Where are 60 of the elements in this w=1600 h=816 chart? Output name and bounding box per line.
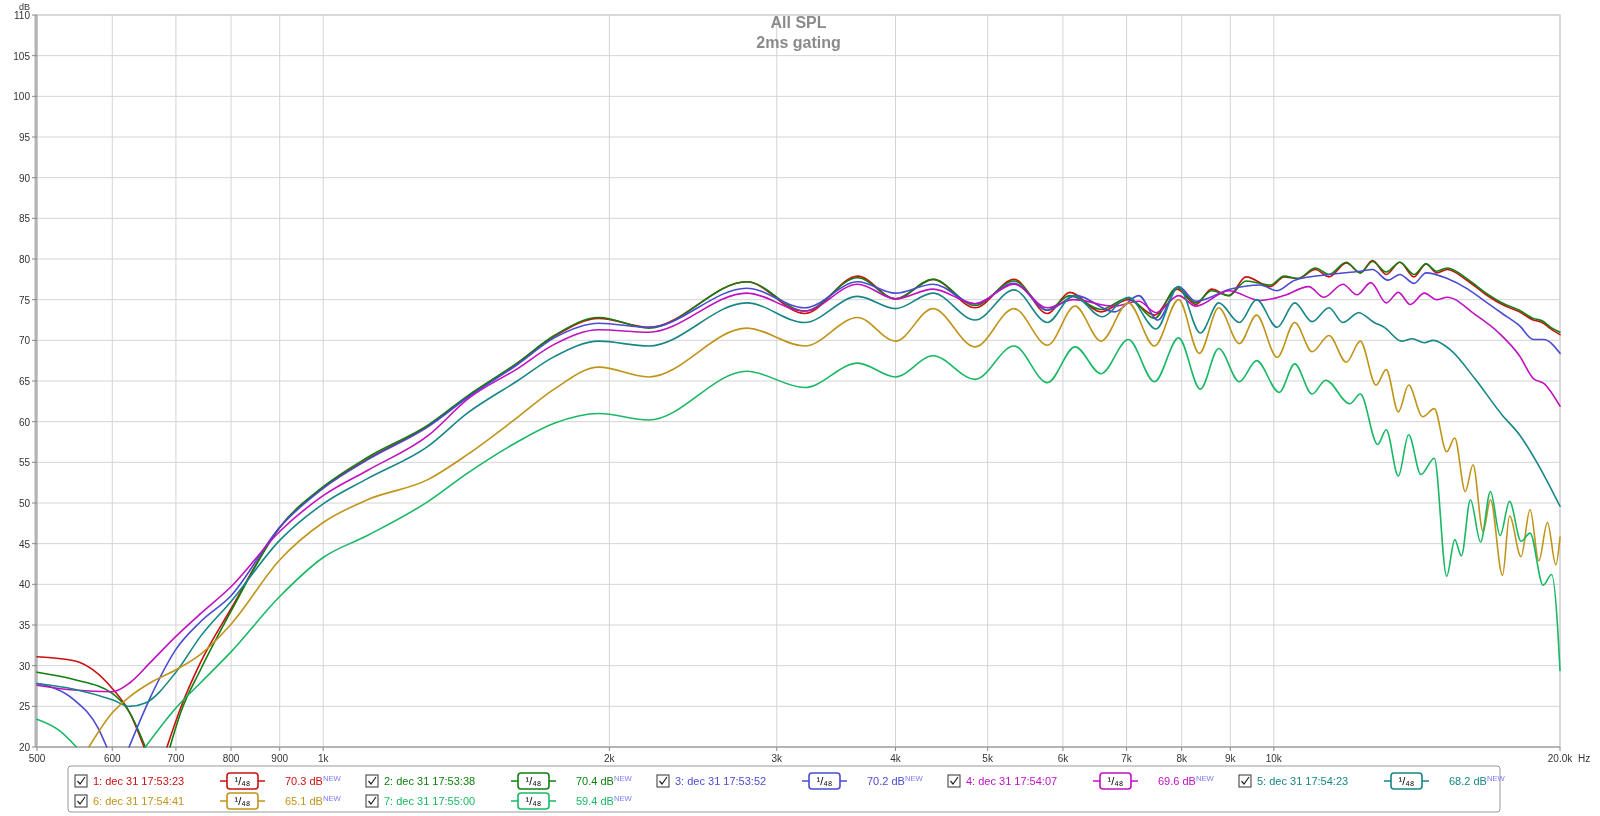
y-tick-label: 35 bbox=[18, 620, 31, 631]
x-tick-label: 5k bbox=[982, 753, 994, 764]
y-axis-title: dB bbox=[18, 2, 30, 12]
y-tick-label: 70 bbox=[18, 335, 31, 347]
x-tick-label: 20.0k bbox=[1547, 753, 1574, 764]
text: 68.2 dB$^{NEW}$ bbox=[1449, 773, 1506, 787]
y-tick-label: 40 bbox=[18, 579, 31, 591]
y-tick-label: 75 bbox=[18, 294, 31, 306]
y-tick-label: 20 bbox=[18, 742, 31, 753]
text: ¹/₄₈ bbox=[1398, 775, 1415, 787]
chart-title: All SPL bbox=[770, 14, 827, 31]
y-tick-label: 80 bbox=[18, 254, 31, 265]
text: 2: dec 31 17:53:38 bbox=[384, 775, 476, 787]
text: 6: dec 31 17:54:41 bbox=[93, 795, 185, 807]
x-tick-label: 4k bbox=[890, 753, 902, 764]
text: 7: dec 31 17:55:00 bbox=[384, 795, 476, 807]
text: 70.2 dB$^{NEW}$ bbox=[867, 773, 924, 787]
text: 70.3 dB$^{NEW}$ bbox=[285, 773, 342, 787]
x-axis-title: Hz bbox=[1578, 753, 1591, 764]
text: 69.6 dB$^{NEW}$ bbox=[1158, 773, 1215, 787]
x-tick-label: 500 bbox=[28, 753, 46, 764]
x-tick-label: 2k bbox=[604, 753, 616, 764]
text: ¹/₄₈ bbox=[234, 775, 251, 787]
text: 4: dec 31 17:54:07 bbox=[966, 775, 1058, 787]
y-tick-label: 95 bbox=[18, 132, 31, 143]
text: ¹/₄₈ bbox=[525, 795, 542, 807]
y-tick-label: 45 bbox=[18, 538, 31, 550]
x-tick-label: 800 bbox=[222, 753, 240, 764]
y-tick-label: 85 bbox=[18, 213, 31, 225]
text: ¹/₄₈ bbox=[816, 775, 833, 787]
text: 3: dec 31 17:53:52 bbox=[675, 775, 767, 787]
y-tick-label: 25 bbox=[18, 701, 31, 713]
text: 1: dec 31 17:53:23 bbox=[93, 775, 185, 787]
text: ¹/₄₈ bbox=[525, 775, 542, 787]
y-tick-label: 105 bbox=[13, 50, 31, 62]
x-tick-label: 8k bbox=[1176, 753, 1188, 764]
y-tick-label: 110 bbox=[14, 10, 31, 21]
text: ¹/₄₈ bbox=[234, 795, 251, 807]
x-tick-label: 600 bbox=[103, 753, 122, 764]
x-tick-label: 1k bbox=[317, 753, 330, 764]
x-tick-label: 900 bbox=[271, 753, 289, 764]
x-tick-label: 10k bbox=[1265, 753, 1283, 764]
y-tick-label: 100 bbox=[13, 91, 31, 103]
y-tick-label: 50 bbox=[18, 498, 31, 509]
y-tick-label: 65 bbox=[18, 376, 31, 387]
x-tick-label: 700 bbox=[167, 753, 185, 764]
text: 5: dec 31 17:54:23 bbox=[1257, 775, 1349, 787]
y-tick-label: 55 bbox=[18, 457, 31, 469]
y-tick-label: 30 bbox=[18, 660, 31, 672]
y-tick-label: 60 bbox=[18, 416, 31, 428]
text: ¹/₄₈ bbox=[1107, 775, 1124, 787]
x-tick-label: 3k bbox=[771, 753, 784, 764]
x-tick-label: 6k bbox=[1057, 753, 1070, 764]
x-tick-label: 7k bbox=[1121, 753, 1133, 764]
y-tick-label: 90 bbox=[18, 172, 31, 184]
text: 65.1 dB$^{NEW}$ bbox=[285, 793, 342, 807]
x-tick-label: 9k bbox=[1225, 753, 1237, 764]
text: 2ms gating bbox=[756, 34, 841, 51]
text: 70.4 dB$^{NEW}$ bbox=[576, 773, 633, 787]
text: 59.4 dB$^{NEW}$ bbox=[576, 793, 633, 807]
